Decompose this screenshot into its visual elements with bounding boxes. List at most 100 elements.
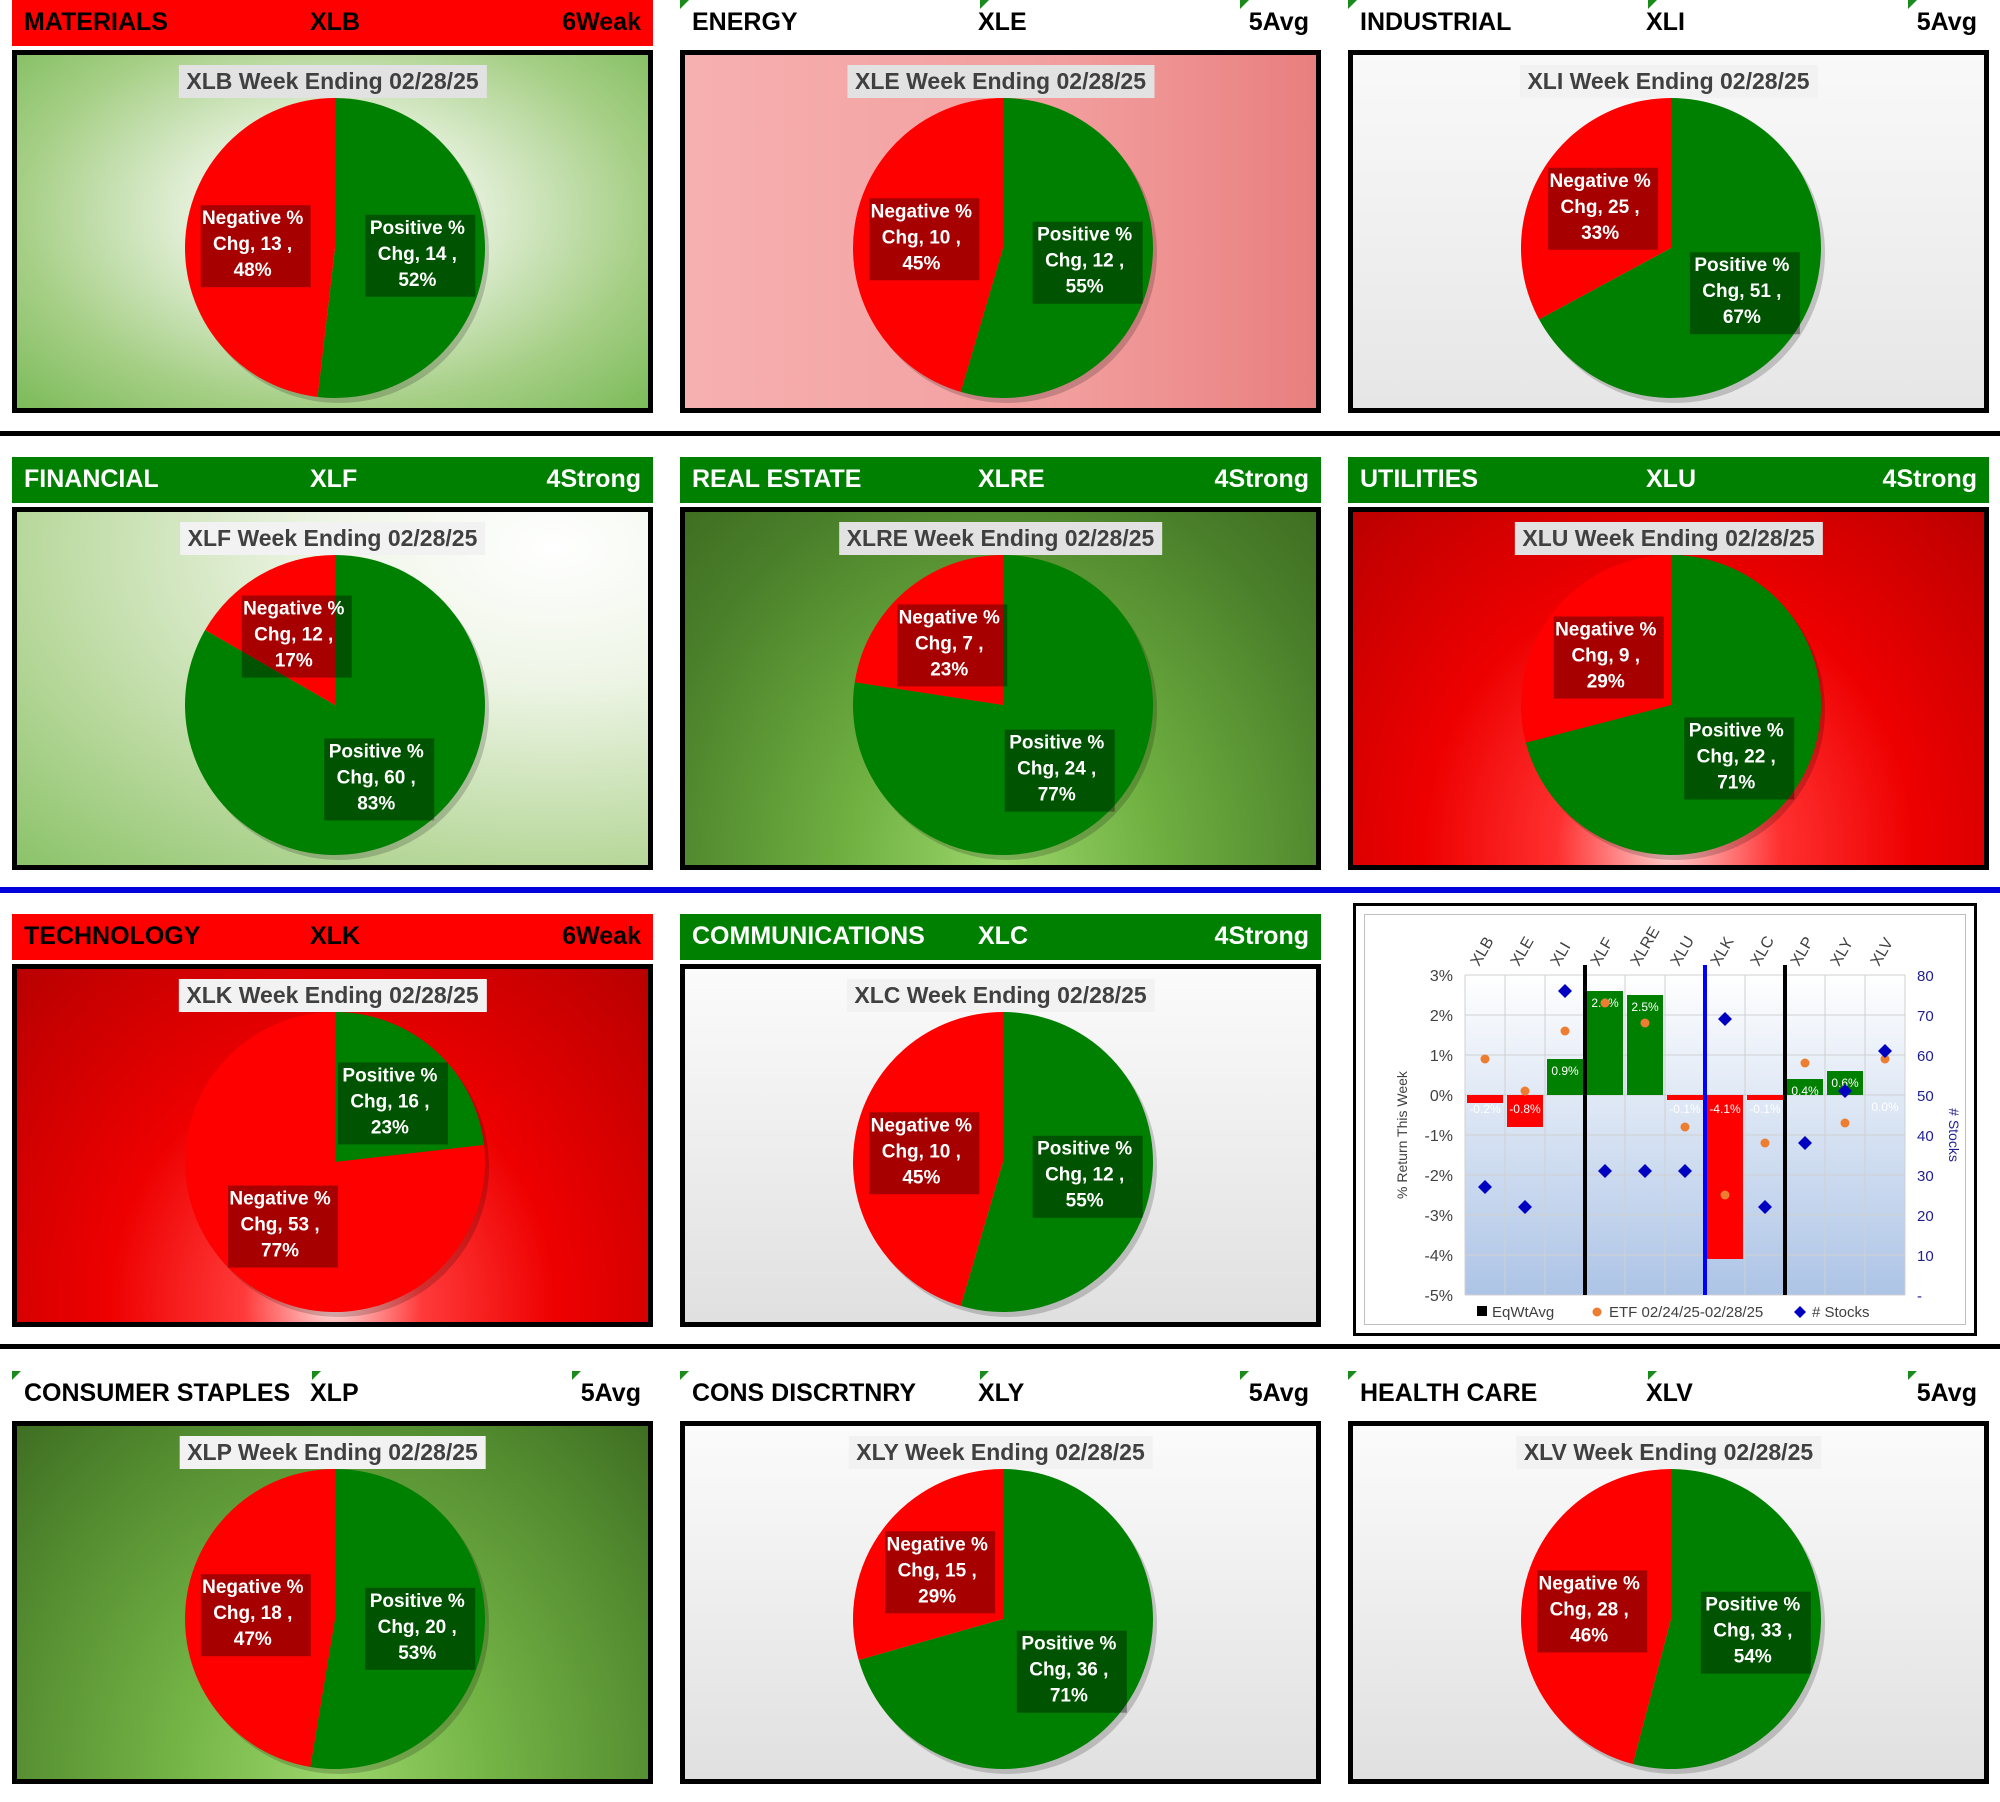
pie-label-negative-line: 47% <box>234 1629 272 1650</box>
stock-count-point <box>1758 1200 1772 1214</box>
pie-label-negative-line: 45% <box>902 1167 940 1188</box>
pie-chart-svg: Positive % Chg, 16 , 23% Negative % Chg, 53 … <box>185 1012 489 1317</box>
pie-label-negative-shadow <box>200 1574 311 1657</box>
sector-summary-chart: 3% 2% 1% 0% -1% -2% -3% -4% -5% 80 70 60 50 40 30 20 10 -… <box>1353 903 1977 1336</box>
header-corner-mark <box>1348 1371 1357 1380</box>
pie-chart-svg: Positive % Chg, 12 , 55% Negative % Chg, 10 … <box>852 98 1157 403</box>
sector-header-xli: INDUSTRIAL XLI 5Avg <box>1348 0 1989 46</box>
pie-title: XLRE Week Ending 02/28/25 <box>838 522 1163 555</box>
category-label: XLU <box>1668 934 1698 969</box>
header-corner-mark <box>1908 0 1917 9</box>
pie-panel-xlv: XLV Week Ending 02/28/25 Positive % Chg, 3… <box>1348 1421 1989 1784</box>
y-axis-title: % Return This Week <box>1394 1070 1410 1199</box>
sector-etf: XLB <box>310 8 360 36</box>
header-corner-mark <box>12 1371 21 1380</box>
pie-label-negative-shadow <box>897 604 1008 687</box>
pie-label-positive-shadow <box>324 738 435 821</box>
pie-panel-xlp: XLP Week Ending 02/28/25 Positive % Chg, 2… <box>12 1421 653 1784</box>
pie-slice-negative <box>852 98 1003 392</box>
pie-label-positive: Positive % Chg, 24 , 77% <box>1004 729 1115 812</box>
pie-title: XLU Week Ending 02/28/25 <box>1514 522 1823 555</box>
header-corner-mark <box>312 1371 321 1380</box>
pie-label-positive-line: Positive % <box>370 1591 465 1612</box>
sector-header-xlu: UTILITIES XLU 4Strong <box>1348 457 1989 503</box>
stock-count-point <box>1638 1164 1652 1178</box>
pie-label-negative-line: Negative % <box>229 1189 330 1210</box>
etf-return-point <box>1520 1086 1530 1096</box>
sector-etf: XLC <box>978 922 1028 950</box>
sector-rating: 5Avg <box>1248 1379 1309 1407</box>
stock-count-point <box>1838 1084 1852 1098</box>
sector-name: UTILITIES <box>1360 465 1479 493</box>
pie-label-positive-line: Positive % <box>1694 255 1789 276</box>
y-tick-label: 0% <box>1430 1088 1453 1105</box>
pie-panel-xlb: XLB Week Ending 02/28/25 Positive % Chg, 1… <box>12 50 653 413</box>
header-corner-mark <box>572 1371 581 1380</box>
pie-label-negative-line: Negative % <box>1549 171 1650 192</box>
pie-label-positive: Positive % Chg, 16 , 23% <box>337 1062 448 1145</box>
pie-label-negative: Negative % Chg, 10 , 45% <box>869 1112 980 1195</box>
sector-etf: XLU <box>1646 465 1696 493</box>
pie-title: XLC Week Ending 02/28/25 <box>846 979 1155 1012</box>
etf-return-point <box>1600 998 1610 1008</box>
sector-rating: 4Strong <box>1214 922 1309 950</box>
pie-label-negative: Negative % Chg, 7 , 23% <box>897 604 1008 687</box>
legend-stocks-icon <box>1794 1306 1806 1318</box>
pie-label-positive-line: 71% <box>1717 772 1755 793</box>
sector-header-xlf: FINANCIAL XLF 4Strong <box>12 457 653 503</box>
category-label: XLC <box>1748 934 1778 969</box>
pie-label-negative-shadow <box>885 1531 996 1614</box>
pie-label-positive-shadow <box>1684 717 1795 800</box>
sector-name: FINANCIAL <box>24 465 159 493</box>
pie-label-negative-line: 17% <box>275 651 313 672</box>
sector-header-xlp: CONSUMER STAPLES XLP 5Avg <box>12 1371 653 1417</box>
pie-label-negative-shadow <box>228 1185 339 1268</box>
pie-label-positive: Positive % Chg, 20 , 53% <box>365 1587 476 1670</box>
y2-tick-label: 30 <box>1917 1168 1934 1185</box>
pie-label-positive-line: Positive % <box>329 741 424 762</box>
etf-return-point <box>1760 1138 1770 1148</box>
pie-chart-svg: Positive % Chg, 20 , 53% Negative % Chg, 18 … <box>185 1469 489 1774</box>
pie-chart-svg: Positive % Chg, 14 , 52% Negative % Chg, 13 … <box>184 98 489 403</box>
bar-xlre <box>1627 995 1663 1095</box>
sector-header-xlv: HEALTH CARE XLV 5Avg <box>1348 1371 1989 1417</box>
sector-name: HEALTH CARE <box>1360 1379 1538 1407</box>
pie-label-negative-shadow <box>1548 167 1659 250</box>
pie-slice-positive <box>185 555 486 855</box>
pie-label-negative-line: Chg, 18 , <box>213 1603 292 1624</box>
pie-label-negative-shadow <box>1553 616 1664 699</box>
stock-count-point <box>1478 1180 1492 1194</box>
stock-count-point <box>1798 1136 1812 1150</box>
pie-label-negative-line: Negative % <box>202 208 303 229</box>
sector-rating: 6Weak <box>562 922 641 950</box>
pie-chart-svg: Positive % Chg, 60 , 83% Negative % Chg, 12 … <box>185 555 489 860</box>
etf-return-point <box>1720 1190 1730 1200</box>
category-label: XLB <box>1468 934 1498 969</box>
sector-etf: XLP <box>310 1379 359 1407</box>
pie-label-positive-line: 67% <box>1723 307 1761 328</box>
y2-tick-label: 40 <box>1917 1128 1934 1145</box>
pie-label-negative-line: 45% <box>902 253 940 274</box>
pie-slice-negative <box>1521 98 1671 320</box>
pie-title: XLK Week Ending 02/28/25 <box>178 979 487 1012</box>
y2-tick-label: 60 <box>1917 1048 1934 1065</box>
pie-label-negative-line: 33% <box>1581 223 1619 244</box>
sector-rating: 5Avg <box>1248 8 1309 36</box>
pie-label-positive-line: 83% <box>357 793 395 814</box>
pie-label-positive-line: Chg, 12 , <box>1045 251 1124 272</box>
pie-label-positive-shadow <box>1004 729 1115 812</box>
stock-count-point <box>1558 984 1572 998</box>
pie-title: XLE Week Ending 02/28/25 <box>846 65 1155 98</box>
pie-label-positive-line: Chg, 33 , <box>1713 1621 1792 1642</box>
pie-label-negative: Negative % Chg, 28 , 46% <box>1537 1570 1648 1653</box>
y2-tick-label: 10 <box>1917 1248 1934 1265</box>
sector-summary-svg: 3% 2% 1% 0% -1% -2% -3% -4% -5% 80 70 60 50 40 30 20 10 -… <box>1394 924 1962 1321</box>
pie-label-negative: Negative % Chg, 9 , 29% <box>1553 616 1664 699</box>
pie-label-positive-line: Chg, 22 , <box>1697 746 1776 767</box>
pie-slice-negative <box>185 1469 335 1767</box>
pie-panel-xli: XLI Week Ending 02/28/25 Positive % Chg, 5… <box>1348 50 1989 413</box>
pie-label-positive-line: 54% <box>1734 1647 1772 1668</box>
sector-header-xly: CONS DISCRTNRY XLY 5Avg <box>680 1371 1321 1417</box>
sector-header-xle: ENERGY XLE 5Avg <box>680 0 1321 46</box>
pie-label-negative-shadow <box>869 198 980 281</box>
